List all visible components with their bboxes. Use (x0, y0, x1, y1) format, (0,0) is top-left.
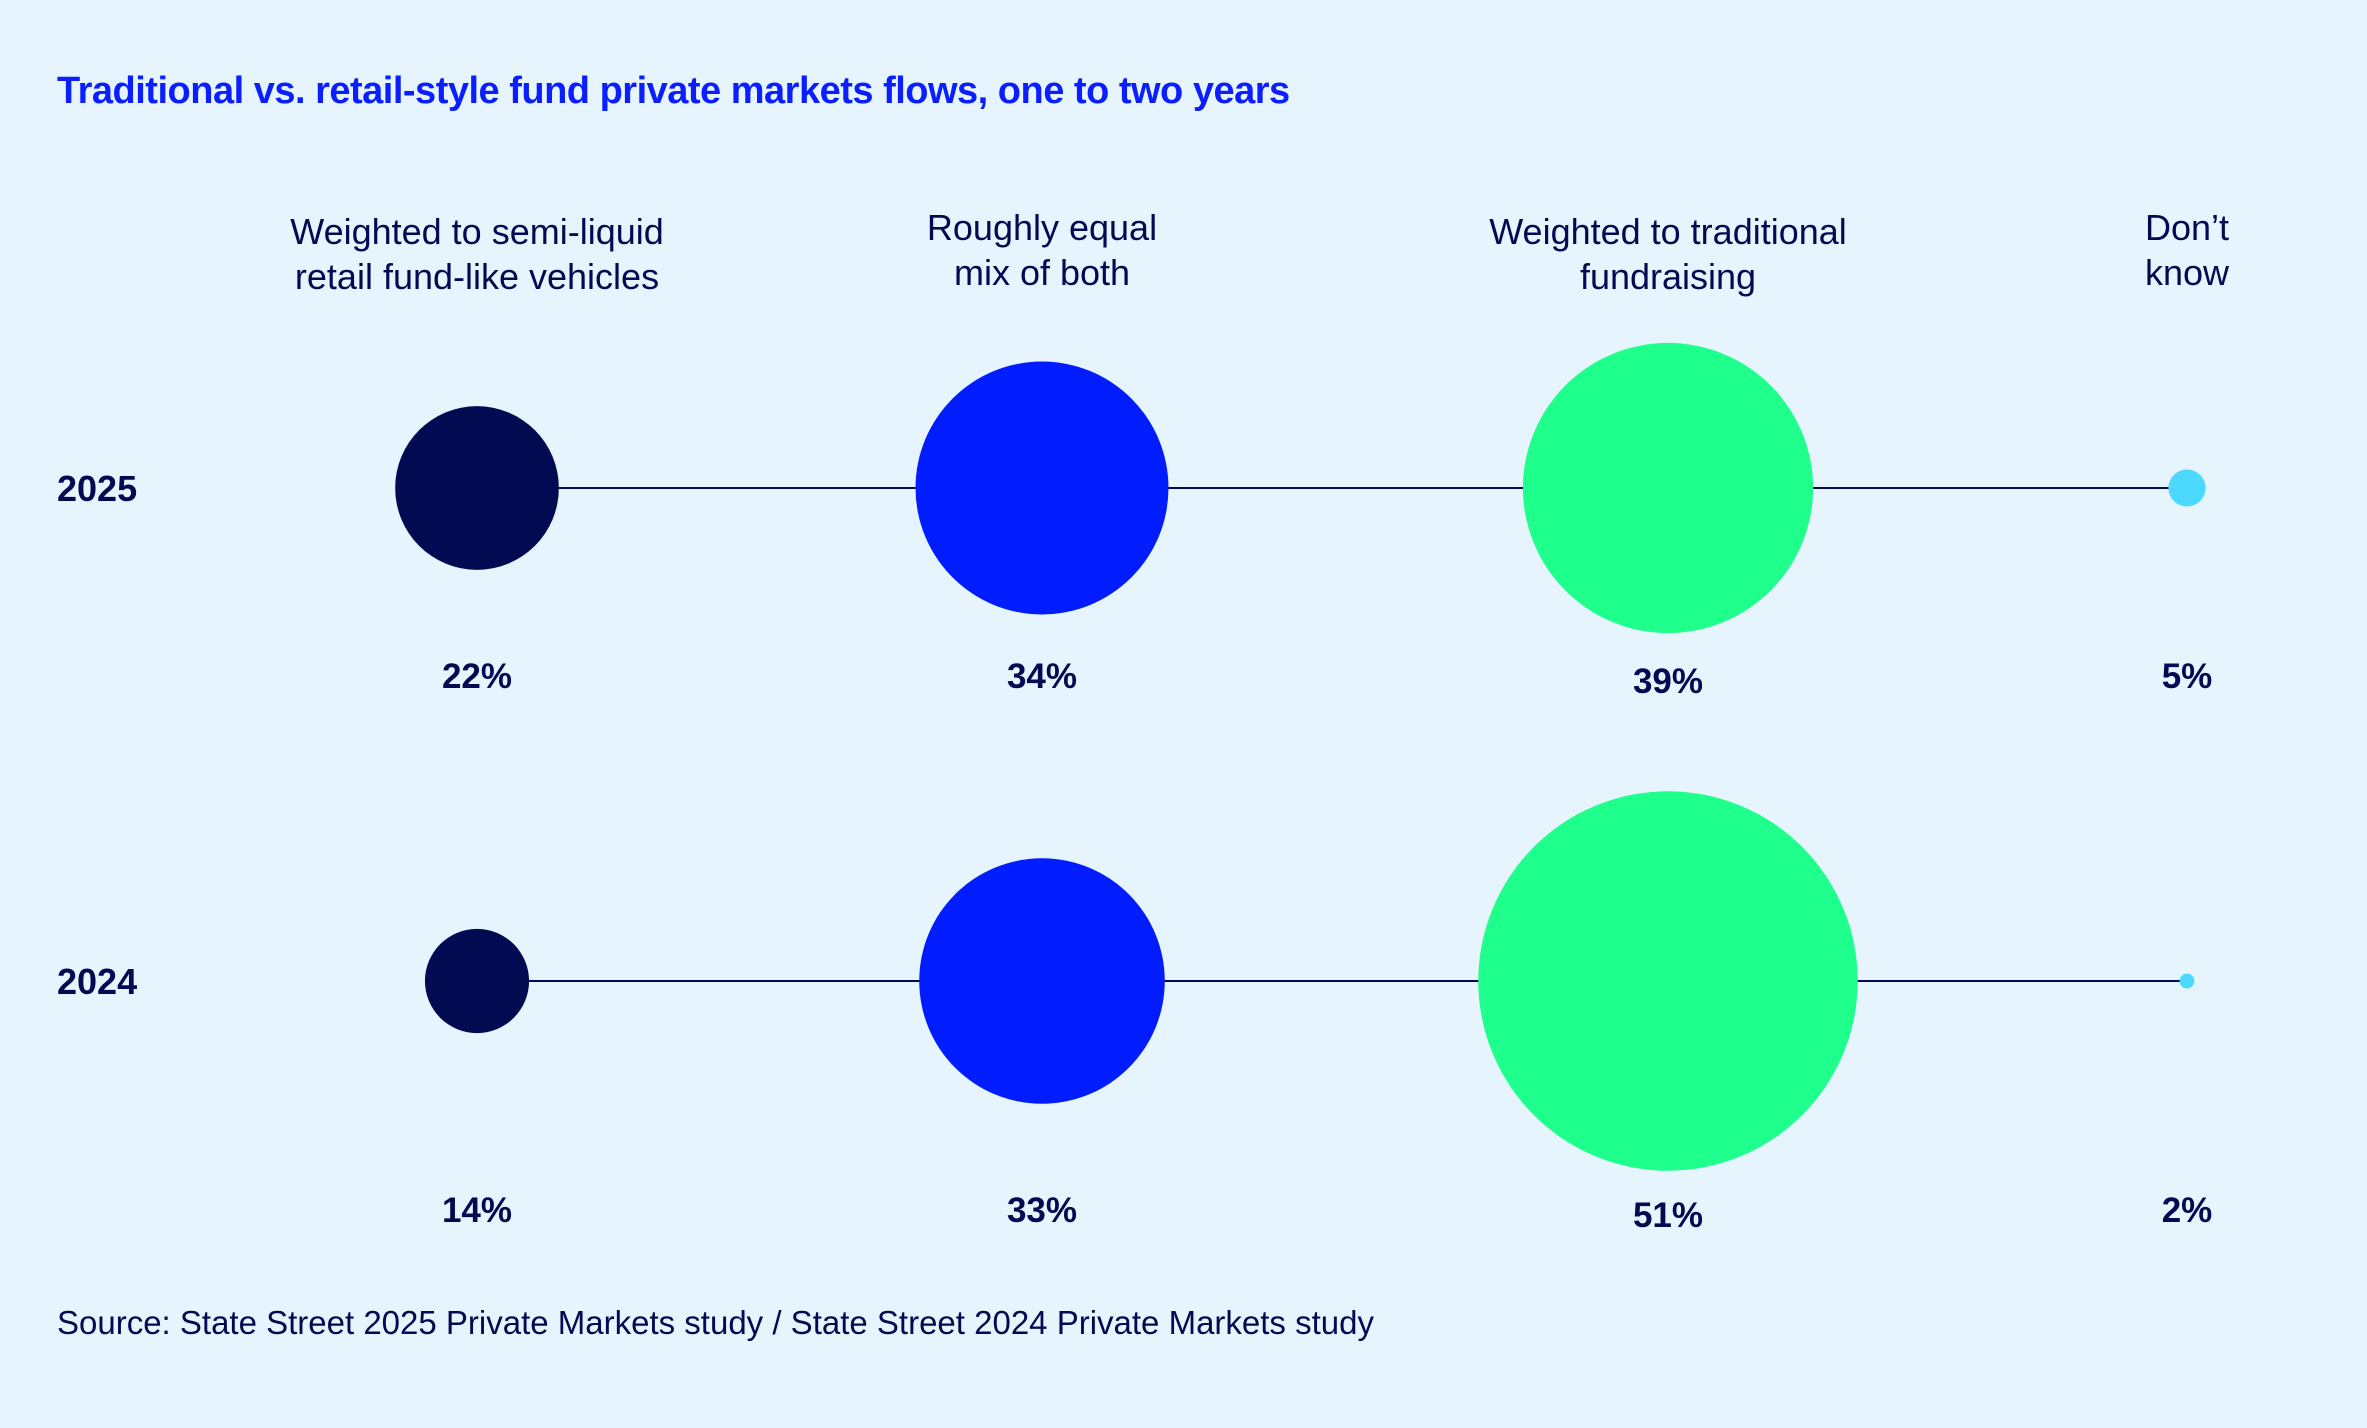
category-label: Roughly equal (927, 207, 1157, 248)
category-label: mix of both (954, 252, 1130, 293)
bubble (1478, 791, 1858, 1171)
value-label: 22% (442, 657, 512, 696)
value-label: 14% (442, 1191, 512, 1230)
value-label: 34% (1007, 657, 1077, 696)
bubble (424, 928, 530, 1034)
category-label: Weighted to traditional (1489, 211, 1847, 252)
category-label: fundraising (1580, 256, 1756, 297)
category-label: retail fund-like vehicles (295, 256, 659, 297)
value-label: 2% (2162, 1191, 2213, 1230)
category-label: know (2145, 252, 2230, 293)
bubble (2168, 469, 2206, 507)
year-label: 2025 (57, 468, 137, 509)
value-label: 5% (2162, 657, 2213, 696)
value-label: 39% (1633, 662, 1703, 701)
chart-title: Traditional vs. retail-style fund privat… (57, 70, 1290, 112)
bubble (915, 361, 1169, 615)
year-label: 2024 (57, 961, 137, 1002)
source-note: Source: State Street 2025 Private Market… (57, 1304, 1374, 1341)
category-label: Don’t (2145, 207, 2229, 248)
value-label: 51% (1633, 1196, 1703, 1235)
bubble (919, 858, 1165, 1104)
bubble (2179, 973, 2195, 989)
category-label: Weighted to semi-liquid (290, 211, 664, 252)
bubble (1522, 342, 1814, 634)
value-label: 33% (1007, 1191, 1077, 1230)
bubble (395, 406, 559, 570)
